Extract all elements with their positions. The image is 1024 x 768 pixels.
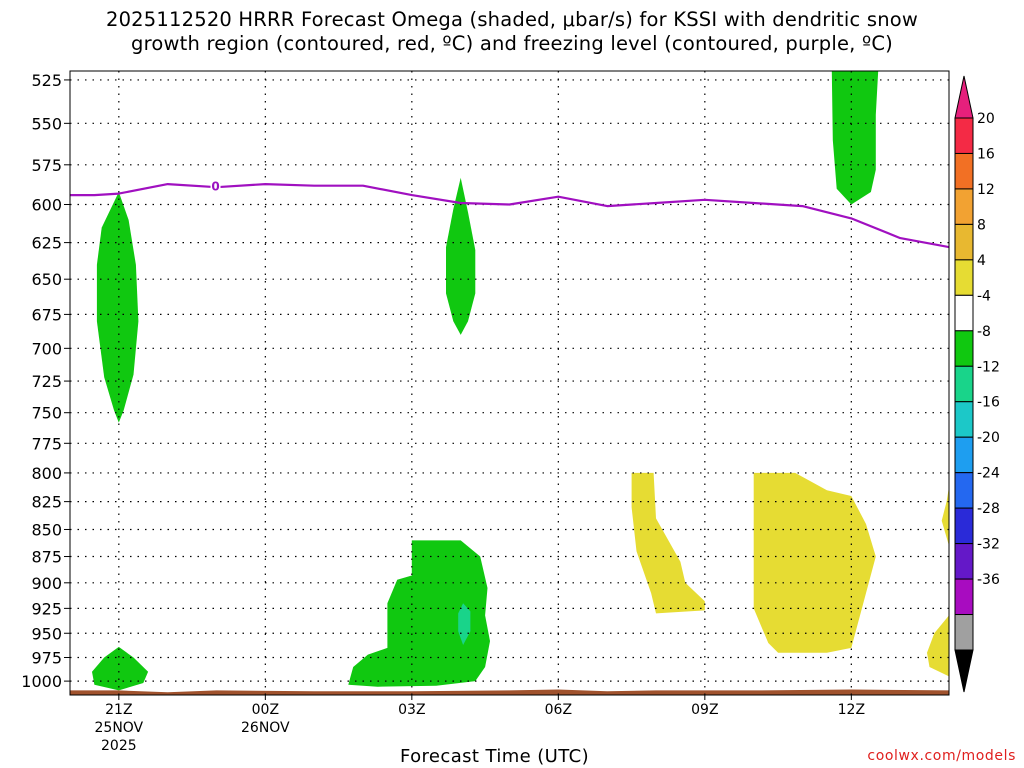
- omega-region-green-lowlevel-03z: [348, 540, 490, 687]
- axis-ticks: 525 550 575 600 625 650 675 700 725 750 775 800 825 8…: [21, 71, 865, 754]
- colorbar-segment: [954, 365, 974, 403]
- y-tick-label: 875: [31, 548, 62, 567]
- colorbar-segment: [954, 259, 974, 296]
- colorbar-bottom-arrow: [954, 649, 974, 693]
- colorbar-label: 16: [977, 146, 995, 162]
- colorbar-segment: [954, 614, 974, 651]
- colorbar-segment: [954, 472, 974, 509]
- y-tick-label: 800: [31, 464, 62, 483]
- x-tick-label: 00Z: [252, 702, 279, 718]
- colorbar-segment: [954, 543, 974, 580]
- x-tick-label: 25NOV: [95, 720, 144, 736]
- freezing-level-line: [70, 183, 949, 249]
- chart-title-line2: growth region (contoured, red, ºC) and f…: [131, 32, 893, 55]
- colorbar-label: -36: [977, 572, 1000, 588]
- colorbar-label: -32: [977, 537, 1000, 553]
- y-tick-label: 750: [31, 404, 62, 423]
- x-tick-label: 26NOV: [241, 720, 290, 736]
- omega-shading: [70, 71, 949, 695]
- omega-region-yellow-right-edge-upper: [941, 486, 949, 546]
- x-tick-label: 06Z: [545, 702, 572, 718]
- colorbar-label: 4: [977, 253, 986, 269]
- colorbar-segment: [954, 188, 974, 225]
- omega-region-yellow-06z: [631, 472, 705, 614]
- colorbar: 20 16 12 8 4 -4 -8 -12 -16 -20 -24 -28 -32 -36: [954, 75, 1000, 693]
- colorbar-label: -8: [977, 324, 991, 340]
- y-tick-label: 775: [31, 434, 62, 453]
- colorbar-segment: [954, 223, 974, 261]
- freezing-level-label-bg: [210, 179, 221, 193]
- x-axis-label: Forecast Time (UTC): [400, 746, 589, 767]
- omega-region-teal-core-03z: [458, 603, 471, 645]
- colorbar-segment: [954, 117, 974, 154]
- x-tick-label: 2025: [101, 738, 137, 754]
- y-tick-label: 675: [31, 305, 62, 324]
- y-tick-label: 1000: [21, 672, 62, 691]
- omega-region-green-surface-21z: [92, 646, 149, 691]
- colorbar-segment: [954, 578, 974, 616]
- y-tick-label: 525: [31, 71, 62, 90]
- chart-title: 2025112520 HRRR Forecast Omega (shaded, …: [0, 8, 1024, 56]
- colorbar-label: 12: [977, 182, 995, 198]
- plot-frame: [69, 70, 950, 696]
- colorbar-label: -24: [977, 466, 1000, 482]
- freezing-level-layer: 0: [70, 179, 949, 249]
- y-tick-label: 725: [31, 372, 62, 391]
- y-tick-label: 900: [31, 574, 62, 593]
- y-tick-label: 600: [31, 196, 62, 215]
- y-tick-label: 700: [31, 339, 62, 358]
- colorbar-label: 8: [977, 217, 986, 233]
- colorbar-segment: [954, 152, 974, 190]
- colorbar-segment: [954, 330, 974, 367]
- y-tick-label: 975: [31, 648, 62, 667]
- y-tick-label: 850: [31, 520, 62, 539]
- chart-title-line1: 2025112520 HRRR Forecast Omega (shaded, …: [105, 8, 919, 31]
- omega-region-green-upper-21z: [96, 192, 139, 423]
- colorbar-segment: [954, 507, 974, 545]
- colorbar-top-arrow: [954, 75, 974, 119]
- colorbar-segment: [954, 294, 974, 332]
- colorbar-segment: [954, 401, 974, 438]
- x-tick-label: 09Z: [691, 702, 718, 718]
- colorbar-segment: [954, 436, 974, 474]
- y-tick-label: 650: [31, 270, 62, 289]
- y-tick-label: 550: [31, 114, 62, 133]
- freezing-level-label: 0: [211, 179, 219, 193]
- credit-text: coolwx.com/models: [867, 748, 1016, 764]
- colorbar-label: -12: [977, 359, 1000, 375]
- colorbar-label: 20: [977, 111, 995, 127]
- omega-region-green-upper-03z: [446, 177, 476, 335]
- terrain-strip: [70, 689, 949, 695]
- y-tick-label: 825: [31, 493, 62, 512]
- x-tick-label: 12Z: [838, 702, 865, 718]
- colorbar-label: -4: [977, 288, 991, 304]
- x-tick-label: 03Z: [398, 702, 425, 718]
- x-tick-label: 21Z: [105, 702, 132, 718]
- omega-region-yellow-right-edge-lower: [927, 615, 949, 677]
- colorbar-label: -20: [977, 430, 1000, 446]
- y-tick-label: 625: [31, 234, 62, 253]
- omega-region-green-top-12z: [831, 71, 879, 205]
- y-tick-label: 925: [31, 599, 62, 618]
- omega-region-yellow-10z: [753, 472, 876, 653]
- y-tick-label: 575: [31, 156, 62, 175]
- y-tick-label: 950: [31, 624, 62, 643]
- colorbar-label: -28: [977, 501, 1000, 517]
- colorbar-label: -16: [977, 395, 1000, 411]
